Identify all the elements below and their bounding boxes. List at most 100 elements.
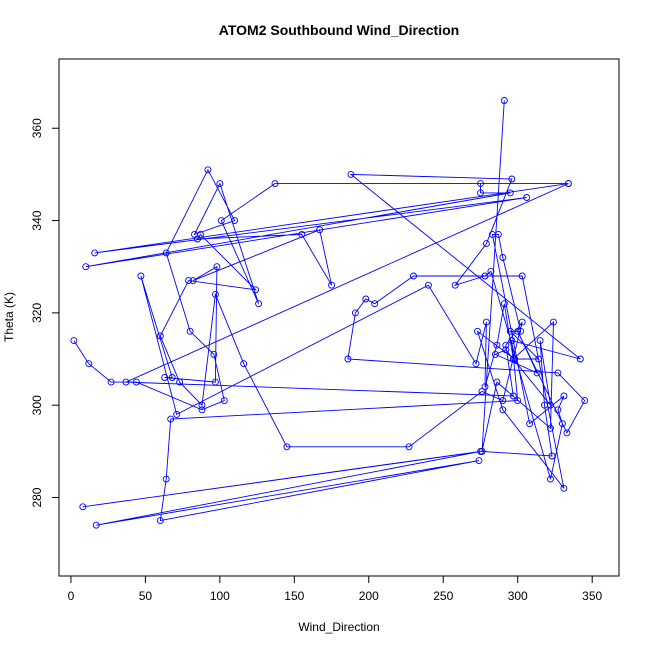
data-point <box>283 443 291 451</box>
data-point <box>535 355 543 363</box>
data-point <box>91 249 99 257</box>
data-point <box>167 415 175 423</box>
data-point <box>518 318 526 326</box>
data-point <box>198 406 206 414</box>
data-point <box>499 254 507 261</box>
data-point <box>514 397 522 405</box>
data-point <box>475 457 483 465</box>
data-point <box>185 277 193 285</box>
data-point <box>563 429 571 437</box>
data-point <box>533 369 541 377</box>
data-point <box>487 267 495 275</box>
data-point <box>514 327 522 335</box>
data-point <box>547 475 554 483</box>
data-point <box>344 355 352 363</box>
data-point <box>240 360 248 368</box>
data-point <box>204 166 212 174</box>
data-point <box>107 378 115 386</box>
data-point <box>508 175 516 183</box>
series-layer <box>70 97 589 529</box>
data-point <box>482 240 490 248</box>
data-point <box>79 503 87 511</box>
data-point <box>198 401 206 409</box>
y-axis-label: Theta (K) <box>2 292 16 342</box>
data-point <box>502 341 510 349</box>
series-line <box>73 100 586 526</box>
data-point <box>194 235 201 243</box>
data-point <box>550 318 557 326</box>
data-point <box>156 517 164 525</box>
data-point <box>526 420 534 428</box>
data-point <box>132 378 140 386</box>
y-tick-label: 280 <box>30 487 44 507</box>
data-point <box>493 341 501 349</box>
data-point <box>371 300 379 308</box>
data-point <box>558 420 566 428</box>
data-point <box>541 401 548 409</box>
data-point <box>405 443 413 451</box>
data-point <box>85 360 93 368</box>
x-tick-label: 350 <box>582 589 602 603</box>
data-point <box>517 327 525 335</box>
x-tick-label: 200 <box>359 589 379 603</box>
data-point <box>493 378 501 386</box>
data-point <box>351 309 359 317</box>
x-tick-label: 150 <box>284 589 304 603</box>
data-point <box>481 272 489 280</box>
x-tick-label: 0 <box>68 589 75 603</box>
data-point <box>576 355 584 363</box>
data-point <box>347 170 355 178</box>
data-point <box>328 281 336 289</box>
data-point <box>506 327 514 335</box>
x-axis-label: Wind_Direction <box>298 620 379 634</box>
data-point <box>216 180 224 188</box>
data-point <box>518 272 526 280</box>
data-point <box>168 374 176 381</box>
data-point <box>217 217 225 225</box>
data-point <box>316 226 324 234</box>
data-point <box>70 337 78 345</box>
data-point <box>547 424 554 432</box>
y-tick-label: 320 <box>30 303 44 323</box>
x-tick-label: 250 <box>433 589 453 603</box>
data-point <box>536 337 544 345</box>
data-point <box>173 410 181 418</box>
data-point <box>424 281 432 289</box>
data-point <box>499 406 507 414</box>
data-point <box>255 300 263 308</box>
data-point <box>271 180 279 188</box>
data-point <box>162 475 170 483</box>
data-point <box>477 189 484 197</box>
y-tick-label: 340 <box>30 210 44 230</box>
data-point <box>523 194 531 201</box>
data-point <box>161 374 169 381</box>
data-point <box>508 337 516 345</box>
data-point <box>122 378 130 386</box>
data-point <box>506 189 514 197</box>
data-point <box>548 452 556 460</box>
data-point <box>189 277 197 285</box>
y-tick-label: 360 <box>30 118 44 138</box>
data-point <box>231 217 239 225</box>
data-point <box>137 272 145 280</box>
x-tick-label: 50 <box>139 589 153 603</box>
data-point <box>176 378 184 386</box>
x-tick-label: 100 <box>210 589 230 603</box>
data-point <box>560 392 568 400</box>
data-point <box>474 327 481 335</box>
data-point <box>509 392 517 400</box>
data-point <box>564 180 572 188</box>
data-point <box>156 332 164 340</box>
data-point <box>211 378 219 386</box>
y-axis: 280 300 320 340 360 <box>30 118 60 508</box>
data-point <box>211 290 219 298</box>
data-point <box>482 318 490 326</box>
data-point <box>410 272 417 280</box>
data-point <box>82 263 90 271</box>
data-point <box>298 230 306 238</box>
data-point <box>210 350 218 358</box>
y-tick-label: 300 <box>30 395 44 415</box>
data-point <box>554 369 562 377</box>
data-point <box>481 383 489 391</box>
